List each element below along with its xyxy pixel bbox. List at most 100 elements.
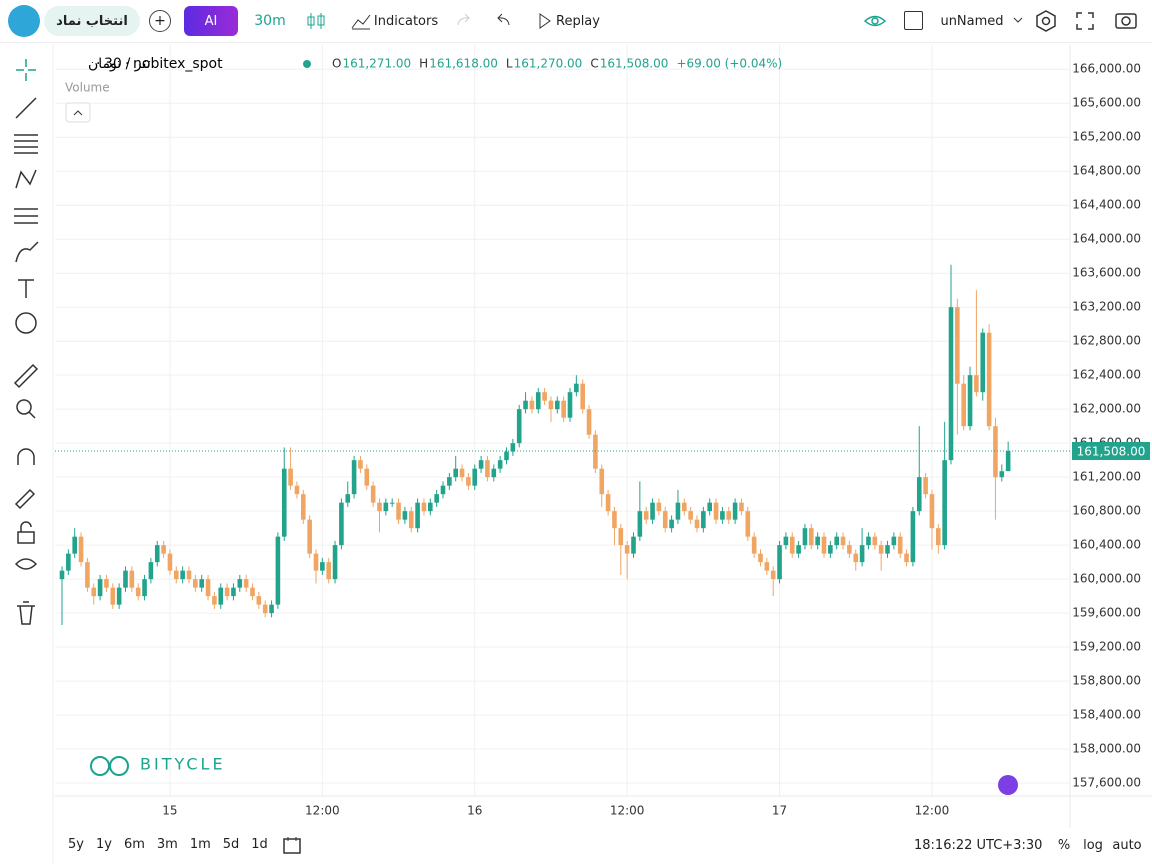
- range-button[interactable]: 6m: [123, 837, 145, 852]
- candle-body: [974, 375, 979, 393]
- y-tick-label: 160,000.00: [1072, 572, 1141, 586]
- y-tick-label: 162,800.00: [1072, 334, 1141, 348]
- magnet-tool[interactable]: [17, 448, 35, 465]
- range-button[interactable]: 5y: [68, 837, 84, 852]
- symbol-search[interactable]: انتخاب نماد: [44, 6, 140, 36]
- candle-body: [472, 468, 478, 486]
- range-button[interactable]: 5d: [222, 837, 240, 852]
- trendline-tool[interactable]: [15, 97, 37, 119]
- ruler-tool[interactable]: [13, 363, 39, 389]
- lock-tool[interactable]: [17, 531, 35, 544]
- candle-body: [967, 375, 973, 427]
- candle-body: [999, 471, 1005, 478]
- candle-body: [288, 468, 293, 486]
- add-symbol[interactable]: +: [149, 10, 171, 32]
- candle-body: [535, 392, 541, 410]
- candle-body: [434, 494, 439, 503]
- candle-body: [961, 383, 966, 427]
- brush-tool[interactable]: [15, 241, 39, 263]
- hide-tool[interactable]: [14, 558, 38, 570]
- percent-toggle[interactable]: %: [1057, 837, 1071, 853]
- candle-body: [986, 332, 992, 427]
- undo-icon[interactable]: [494, 12, 512, 28]
- indicators-button[interactable]: Indicators: [373, 13, 439, 29]
- legend-key: O: [332, 57, 341, 71]
- candle-body: [116, 587, 122, 605]
- candle-body: [936, 528, 941, 546]
- legend-value: 161,508.00: [600, 57, 669, 71]
- candle-body: [720, 511, 725, 520]
- candle-body: [510, 443, 516, 452]
- layout-dropdown[interactable]: [1012, 15, 1024, 25]
- candle-body: [485, 460, 490, 478]
- candle-body: [713, 502, 719, 520]
- y-tick-label: 158,400.00: [1072, 708, 1141, 722]
- candle-body: [955, 307, 960, 384]
- prediction-tool[interactable]: [14, 208, 38, 224]
- candle-body: [205, 579, 211, 597]
- chart-type-icon[interactable]: [305, 10, 327, 32]
- delete-tool[interactable]: [17, 601, 35, 625]
- visibility-icon[interactable]: [864, 12, 886, 30]
- chart-bg: [55, 45, 1152, 828]
- lock-drawings-tool[interactable]: [14, 488, 36, 510]
- candle-body: [878, 545, 884, 554]
- auto-toggle[interactable]: auto: [1112, 837, 1142, 853]
- crosshair-tool[interactable]: [16, 59, 36, 81]
- settings-icon[interactable]: [1034, 9, 1058, 33]
- candle-body: [199, 579, 204, 588]
- candle-body: [72, 536, 77, 554]
- y-tick-label: 158,800.00: [1072, 674, 1141, 688]
- candle-body: [574, 383, 579, 393]
- pattern-tool[interactable]: [15, 169, 37, 189]
- candle-body: [142, 579, 147, 597]
- candle-body: [866, 536, 871, 546]
- replay-button[interactable]: Replay: [556, 13, 600, 29]
- candle-body: [307, 519, 312, 554]
- interval: 30: [104, 56, 122, 72]
- redo-icon[interactable]: [455, 12, 473, 28]
- y-tick-label: 159,200.00: [1072, 640, 1141, 654]
- text-tool[interactable]: [18, 279, 34, 298]
- range-button[interactable]: 3m: [156, 837, 178, 852]
- ai-button[interactable]: AI: [184, 6, 238, 36]
- indicators-icon: [351, 14, 371, 30]
- layout-name[interactable]: unNamed: [940, 13, 1004, 29]
- legend-value: 161,270.00: [514, 57, 583, 71]
- separator: ·: [125, 56, 129, 72]
- candle-body: [942, 460, 947, 546]
- y-tick-label: 162,000.00: [1072, 402, 1141, 416]
- fib-tool[interactable]: [14, 134, 38, 154]
- y-tick-label: 164,400.00: [1072, 198, 1141, 212]
- candle-body: [161, 545, 166, 554]
- candle-body: [218, 587, 224, 605]
- date-range-icon[interactable]: [282, 835, 302, 855]
- avatar[interactable]: [8, 5, 40, 37]
- y-tick-label: 158,000.00: [1072, 742, 1141, 756]
- log-toggle[interactable]: log: [1083, 837, 1103, 853]
- alert-button[interactable]: [998, 775, 1018, 795]
- candle-body: [231, 587, 236, 597]
- range-button[interactable]: 1m: [189, 837, 211, 852]
- candle-body: [320, 562, 325, 571]
- range-button[interactable]: 1d: [251, 837, 268, 852]
- candle-body: [523, 400, 528, 410]
- range-button[interactable]: 1y: [95, 837, 112, 852]
- candle-body: [948, 307, 954, 461]
- candle-body: [828, 545, 833, 554]
- emoji-tool[interactable]: [15, 312, 37, 334]
- legend-key: L: [506, 57, 513, 71]
- collapse-button[interactable]: [65, 102, 91, 123]
- last-price-label: 161,508.00: [1077, 444, 1146, 458]
- zoom-tool[interactable]: [16, 399, 32, 415]
- layout-box[interactable]: [904, 11, 923, 30]
- x-tick-label: 12:00: [305, 804, 340, 818]
- screenshot-icon[interactable]: [1114, 10, 1138, 30]
- interval-button[interactable]: 30m: [254, 13, 286, 29]
- fullscreen-icon[interactable]: [1076, 12, 1094, 30]
- candle-body: [224, 587, 230, 597]
- candle-body: [624, 545, 630, 554]
- candle-body: [281, 468, 287, 537]
- left-toolbar: [13, 59, 39, 625]
